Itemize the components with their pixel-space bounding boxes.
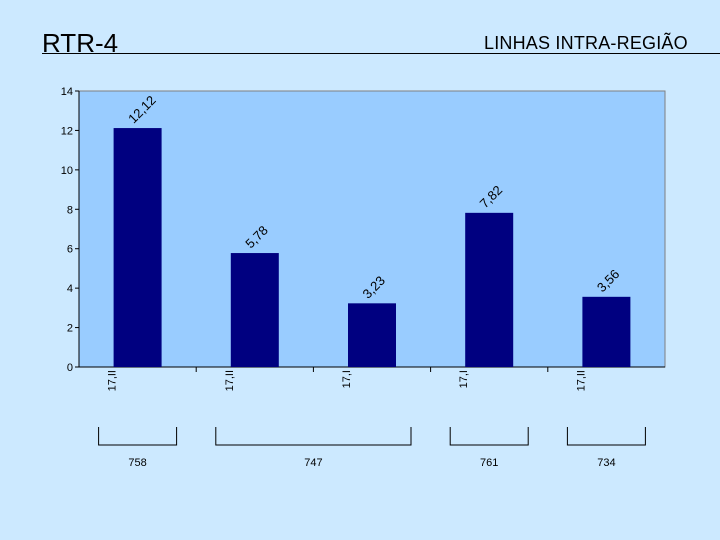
y-tick-label: 14 bbox=[61, 86, 73, 98]
y-tick-label: 12 bbox=[61, 125, 73, 137]
bar bbox=[348, 303, 396, 367]
group-bracket bbox=[566, 427, 646, 446]
group-label: 747 bbox=[304, 457, 322, 469]
group-bracket bbox=[98, 427, 178, 446]
x-tick-label: 17,I bbox=[341, 370, 353, 388]
y-tick-label: 4 bbox=[67, 283, 73, 295]
title-underline bbox=[42, 53, 720, 54]
y-tick-label: 8 bbox=[67, 204, 73, 216]
x-tick-label: 17,II bbox=[107, 370, 119, 391]
group-label: 734 bbox=[597, 457, 615, 469]
bar bbox=[582, 296, 631, 367]
x-tick-label: 17,II bbox=[575, 370, 587, 391]
bar bbox=[113, 128, 162, 367]
x-tick-label: 17,I bbox=[458, 370, 470, 388]
y-tick-label: 2 bbox=[67, 323, 73, 335]
y-tick-label: 0 bbox=[67, 362, 73, 374]
group-bracket bbox=[449, 427, 529, 446]
group-label: 761 bbox=[480, 457, 498, 469]
y-tick-label: 10 bbox=[61, 165, 73, 177]
x-tick-label: 17,II bbox=[224, 370, 236, 391]
bar bbox=[230, 253, 279, 367]
group-label: 758 bbox=[128, 457, 146, 469]
y-tick-label: 6 bbox=[67, 244, 73, 256]
bar bbox=[465, 212, 514, 367]
chart-subtitle: LINHAS INTRA-REGIÃO bbox=[484, 33, 688, 53]
group-bracket bbox=[215, 427, 412, 446]
